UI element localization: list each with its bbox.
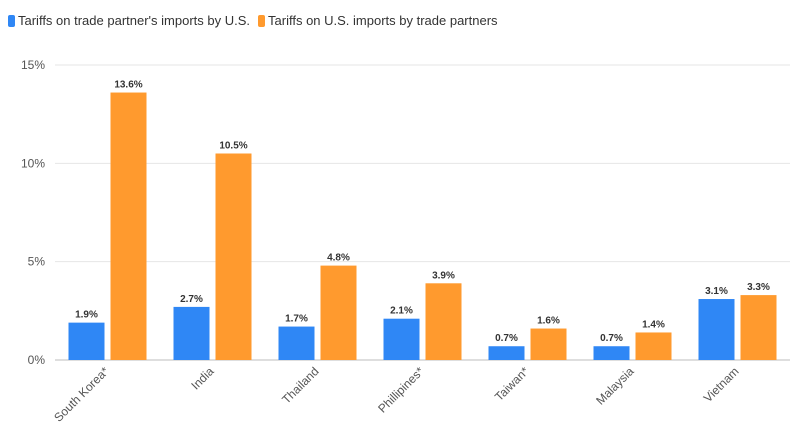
bar	[530, 328, 567, 360]
bar	[173, 306, 210, 360]
x-tick-label: Vietnam	[701, 364, 742, 405]
legend-swatch-partners	[258, 14, 266, 27]
x-tick-label: South Korea*	[51, 364, 112, 425]
data-label: 1.4%	[642, 319, 665, 330]
data-label: 13.6%	[114, 80, 142, 91]
data-label: 1.9%	[75, 310, 98, 321]
bar	[110, 92, 147, 361]
legend-label-partners: Tariffs on U.S. imports by trade partner…	[268, 13, 498, 28]
bar	[488, 346, 525, 360]
bar	[278, 326, 315, 360]
y-tick-label: 5%	[28, 255, 46, 269]
data-label: 4.8%	[327, 253, 350, 264]
data-label: 0.7%	[600, 333, 623, 344]
y-tick-label: 10%	[21, 156, 45, 170]
legend-item-us: Tariffs on trade partner's imports by U.…	[8, 13, 250, 28]
bar	[698, 299, 735, 360]
y-tick-label: 0%	[28, 353, 46, 367]
data-label: 2.1%	[390, 306, 413, 317]
data-label: 1.7%	[285, 314, 308, 325]
bar	[593, 346, 630, 360]
bar	[320, 265, 357, 360]
x-tick-label: India	[188, 364, 217, 393]
data-label: 10.5%	[219, 141, 247, 152]
data-label: 3.3%	[747, 282, 770, 293]
bar	[740, 295, 777, 360]
bar	[68, 322, 105, 360]
x-tick-label: Malaysia	[593, 364, 637, 408]
x-tick-label: Phillipines*	[375, 364, 427, 416]
y-tick-label: 15%	[21, 58, 45, 72]
data-label: 0.7%	[495, 333, 518, 344]
x-tick-label: Taiwan*	[492, 364, 532, 404]
bar	[635, 332, 672, 360]
legend-label-us: Tariffs on trade partner's imports by U.…	[18, 13, 251, 28]
bar	[383, 318, 420, 360]
data-label: 1.6%	[537, 316, 560, 327]
legend-swatch-us	[8, 14, 15, 27]
legend-item-partners: Tariffs on U.S. imports by trade partner…	[258, 13, 498, 28]
data-label: 3.1%	[705, 286, 728, 297]
bar	[215, 153, 252, 360]
data-label: 3.9%	[432, 270, 455, 281]
x-tick-label: Thailand	[279, 364, 321, 406]
legend: Tariffs on trade partner's imports by U.…	[8, 13, 506, 28]
data-label: 2.7%	[180, 294, 203, 305]
bar	[425, 283, 462, 360]
